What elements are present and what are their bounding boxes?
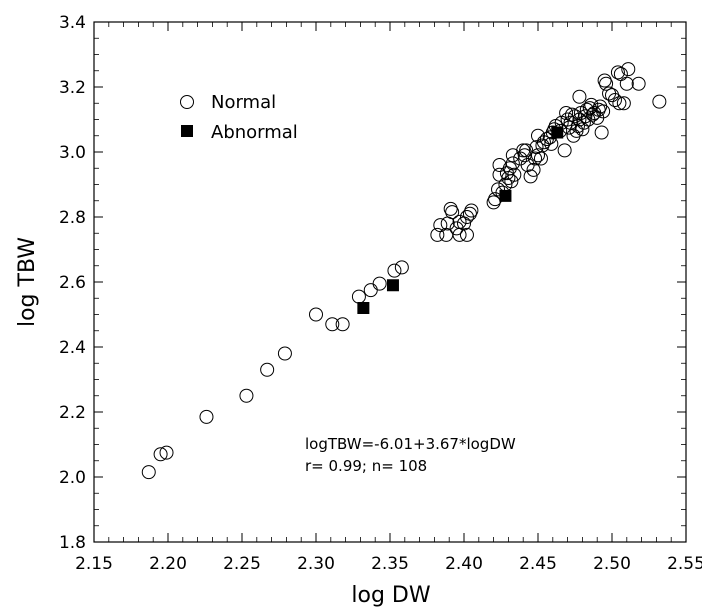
y-tick-label: 3.2 bbox=[59, 78, 86, 98]
abnormal-point bbox=[551, 126, 564, 139]
normal-point bbox=[394, 260, 409, 275]
legend-abnormal-marker bbox=[181, 125, 193, 137]
normal-point bbox=[584, 97, 599, 112]
x-tick-label: 2.55 bbox=[667, 554, 702, 574]
x-tick-label: 2.25 bbox=[223, 554, 261, 574]
normal-point bbox=[464, 203, 479, 218]
normal-point bbox=[597, 73, 612, 88]
y-axis-title: log TBW bbox=[15, 237, 40, 327]
axis-ticks bbox=[93, 21, 687, 543]
normal-point bbox=[616, 96, 631, 111]
normal-point bbox=[578, 109, 593, 124]
normal-point bbox=[325, 317, 340, 332]
normal-point bbox=[462, 206, 477, 221]
y-tick-label: 2.4 bbox=[59, 338, 86, 358]
data-points bbox=[141, 62, 667, 480]
normal-point bbox=[199, 409, 214, 424]
y-tick-label: 2.2 bbox=[59, 403, 86, 423]
correlation-stats: r= 0.99; n= 108 bbox=[305, 457, 427, 475]
normal-point bbox=[565, 107, 580, 122]
normal-point bbox=[557, 143, 572, 158]
normal-point bbox=[533, 151, 548, 166]
x-tick-label: 2.45 bbox=[519, 554, 557, 574]
y-tick-label: 3.0 bbox=[59, 143, 86, 163]
normal-point bbox=[507, 167, 522, 182]
normal-point bbox=[576, 115, 591, 130]
x-tick-label: 2.50 bbox=[593, 554, 631, 574]
normal-point bbox=[520, 158, 535, 172]
normal-point bbox=[430, 227, 445, 242]
regression-equation: logTBW=-6.01+3.67*logDW bbox=[305, 435, 516, 453]
normal-point bbox=[486, 195, 501, 210]
normal-point bbox=[505, 148, 520, 163]
legend: Normal Abnormal bbox=[180, 92, 298, 143]
normal-point bbox=[335, 317, 350, 332]
x-tick-label: 2.15 bbox=[75, 554, 113, 574]
normal-point bbox=[505, 156, 520, 171]
normal-point bbox=[599, 76, 614, 91]
x-tick-label: 2.30 bbox=[297, 554, 335, 574]
x-axis-title: log DW bbox=[351, 583, 430, 608]
normal-point bbox=[387, 263, 402, 278]
normal-point bbox=[277, 346, 292, 361]
x-tick-label: 2.35 bbox=[371, 554, 409, 574]
normal-point bbox=[141, 465, 156, 480]
y-tick-label: 2.8 bbox=[59, 208, 86, 228]
normal-point bbox=[351, 289, 366, 304]
normal-point bbox=[459, 227, 474, 242]
normal-point bbox=[309, 307, 323, 322]
normal-point bbox=[159, 445, 174, 460]
x-tick-label: 2.40 bbox=[445, 554, 483, 574]
normal-point bbox=[526, 162, 541, 177]
normal-point bbox=[504, 174, 519, 189]
normal-point bbox=[621, 62, 636, 77]
normal-point bbox=[519, 143, 534, 158]
normal-point bbox=[372, 276, 387, 291]
normal-point bbox=[491, 182, 506, 197]
y-tick-label: 3.4 bbox=[59, 13, 86, 33]
normal-point bbox=[631, 76, 646, 91]
normal-point bbox=[523, 169, 538, 184]
normal-point bbox=[239, 388, 254, 403]
abnormal-point bbox=[357, 302, 370, 314]
normal-point bbox=[445, 205, 460, 220]
normal-point bbox=[531, 148, 545, 163]
normal-point bbox=[559, 106, 574, 120]
normal-point bbox=[582, 101, 597, 116]
normal-point bbox=[652, 94, 667, 109]
annotation: logTBW=-6.01+3.67*logDW r= 0.99; n= 108 bbox=[305, 435, 516, 475]
legend-normal-marker bbox=[180, 95, 194, 109]
abnormal-point bbox=[386, 279, 399, 292]
normal-point bbox=[612, 96, 627, 111]
tick-labels: 2.15 2.20 2.25 2.30 2.35 2.40 2.45 2.50 2.55 1.8 2… bbox=[59, 13, 702, 574]
normal-point bbox=[619, 76, 634, 91]
normal-point bbox=[260, 362, 275, 377]
normal-point bbox=[492, 158, 507, 172]
normal-point bbox=[363, 283, 378, 298]
y-tick-label: 2.6 bbox=[59, 273, 86, 293]
normal-point bbox=[443, 201, 458, 216]
normal-point bbox=[572, 89, 587, 104]
normal-point bbox=[153, 447, 168, 462]
normal-point bbox=[607, 93, 622, 107]
abnormal-point bbox=[499, 189, 512, 202]
normal-point bbox=[594, 125, 609, 140]
legend-normal-label: Normal bbox=[211, 92, 276, 113]
y-tick-label: 1.8 bbox=[59, 533, 86, 553]
normal-point bbox=[610, 65, 625, 80]
normal-point bbox=[560, 112, 575, 127]
normal-point bbox=[449, 221, 464, 236]
normal-point bbox=[528, 151, 543, 166]
legend-abnormal-label: Abnormal bbox=[211, 122, 298, 143]
x-tick-label: 2.20 bbox=[149, 554, 187, 574]
y-tick-label: 2.0 bbox=[59, 468, 86, 488]
normal-point bbox=[596, 104, 611, 119]
